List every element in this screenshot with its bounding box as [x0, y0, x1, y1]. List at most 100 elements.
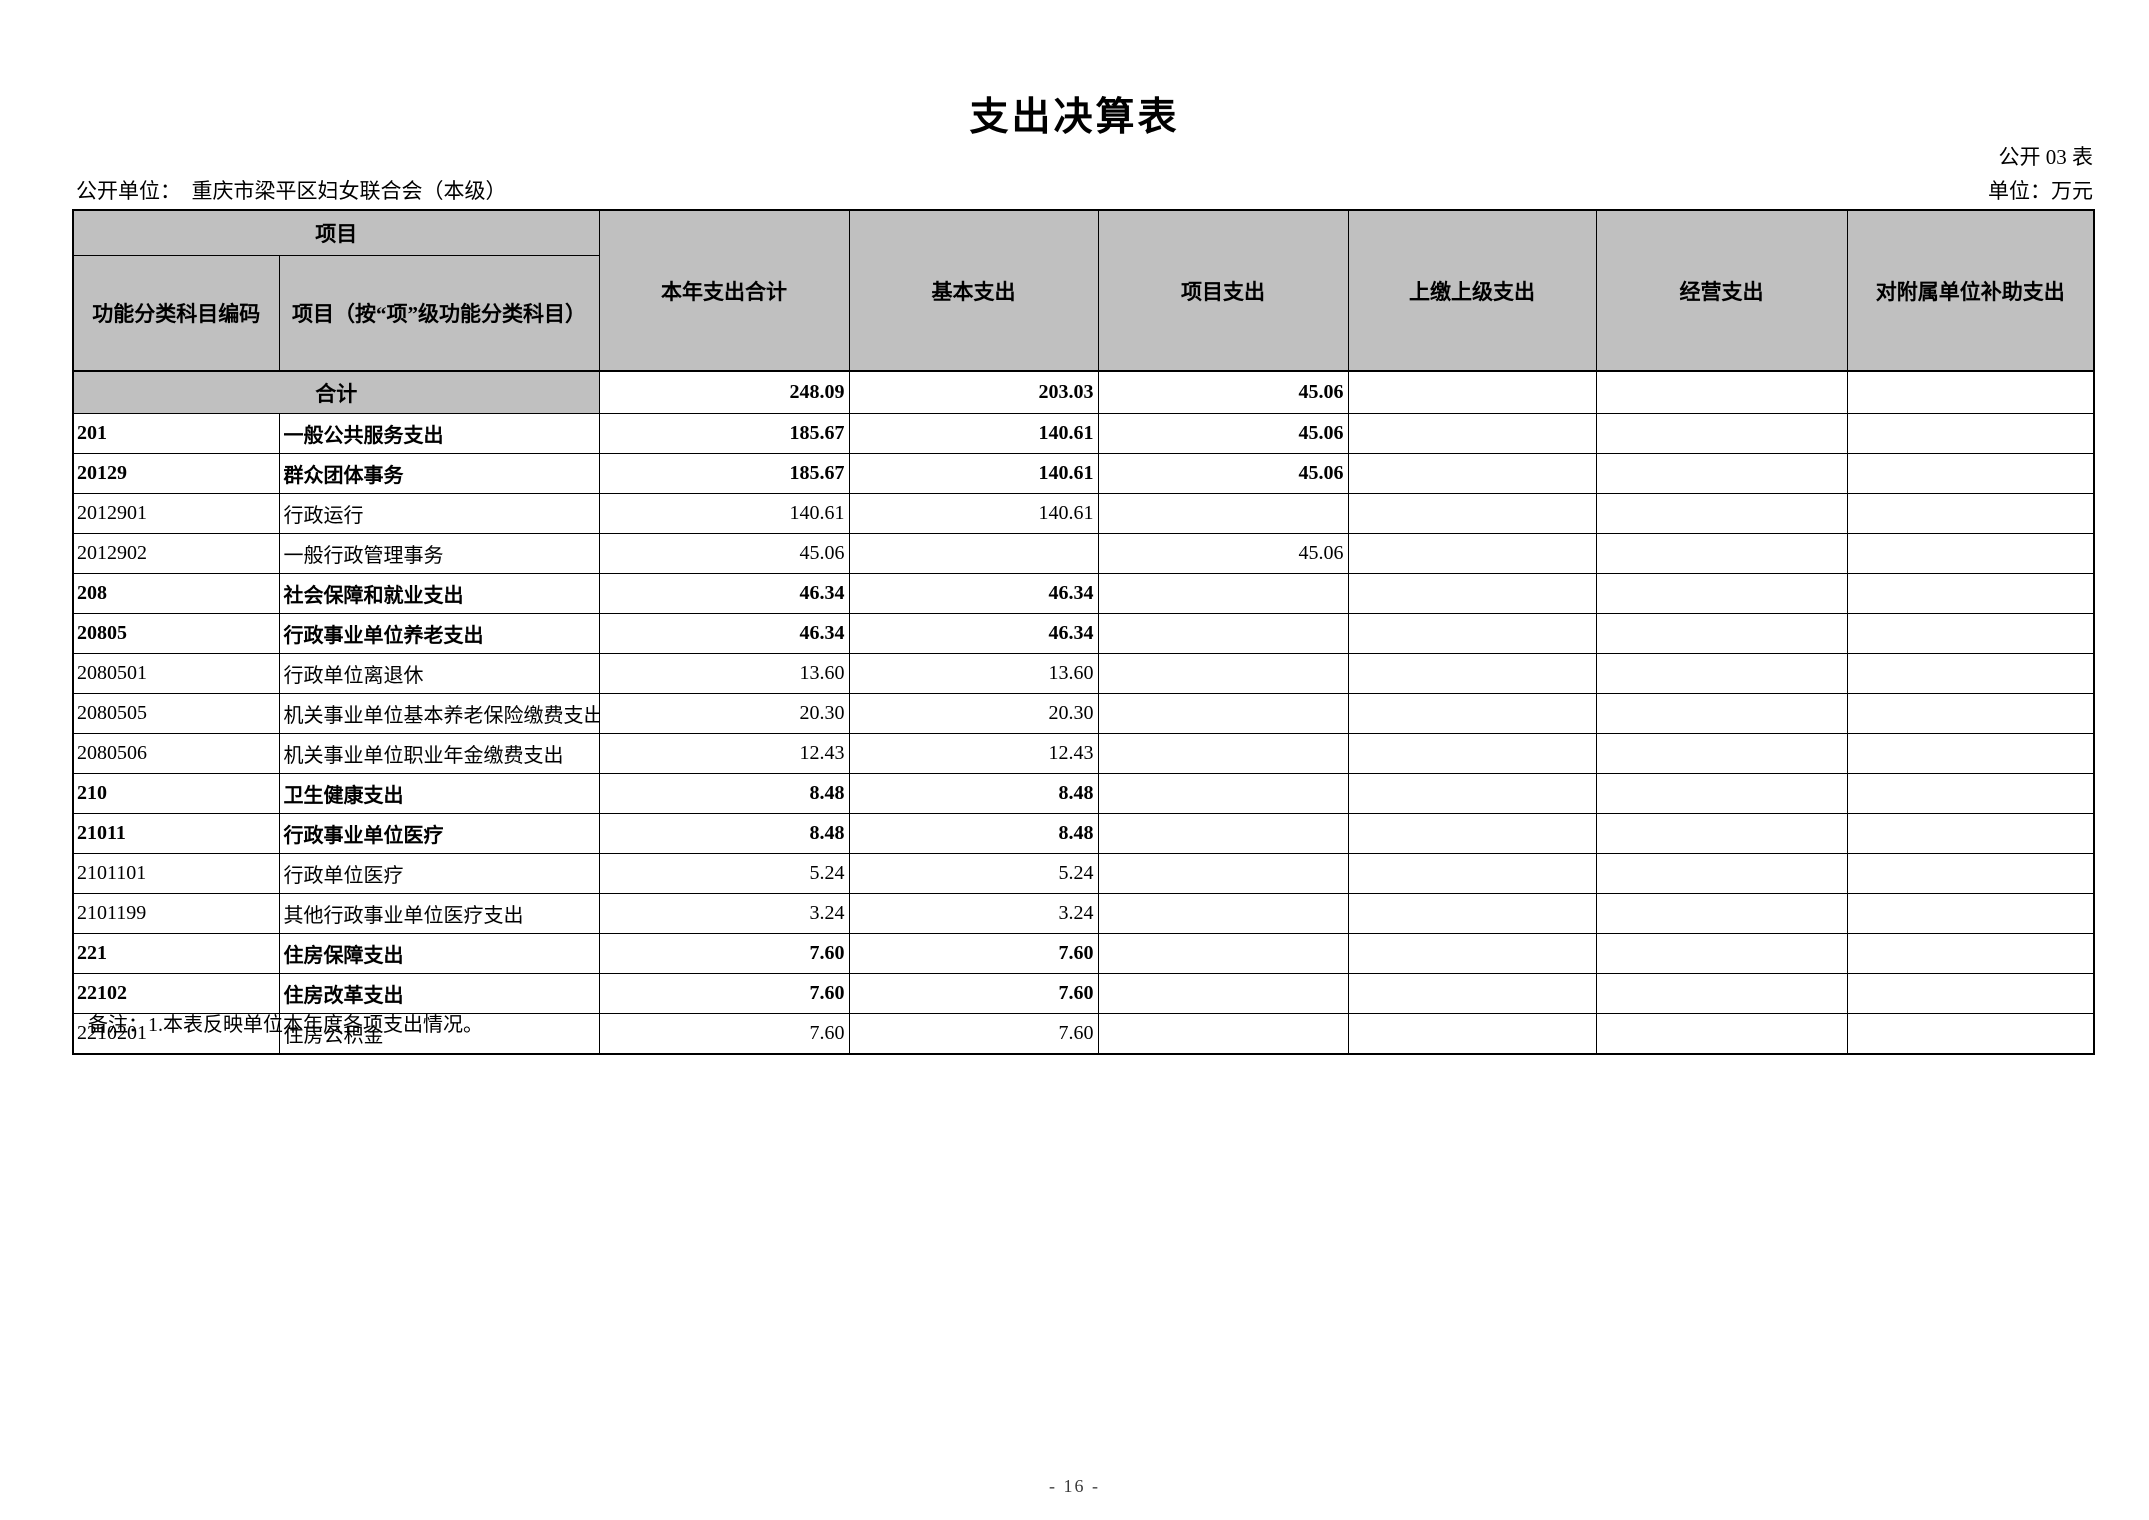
value-operating	[1595, 973, 1848, 1014]
row-name: 住房保障支出	[278, 933, 600, 974]
row-code: 2080506	[72, 733, 280, 774]
table-row: 2080505 机关事业单位基本养老保险缴费支出 20.30 20.30	[72, 693, 2095, 734]
value-subsidy	[1846, 933, 2095, 974]
header-item-name: 项目（按“项”级功能分类科目）	[278, 255, 600, 372]
table-row: 210 卫生健康支出 8.48 8.48	[72, 773, 2095, 814]
value-year-total: 46.34	[598, 573, 850, 614]
row-name: 住房改革支出	[278, 973, 600, 1014]
table-row: 221 住房保障支出 7.60 7.60	[72, 933, 2095, 974]
value-subsidy	[1846, 813, 2095, 854]
value-operating	[1595, 653, 1848, 694]
table-row: 2210201 住房公积金 7.60 7.60	[72, 1013, 2095, 1055]
expenditure-table: 项目 本年支出合计 基本支出 项目支出 上缴上级支出 经营支出 对附属单位补助支…	[72, 209, 2095, 1055]
page-number: - 16 -	[1049, 1476, 1100, 1496]
value-subsidy	[1846, 773, 2095, 814]
value-project: 45.06	[1097, 413, 1349, 454]
value-operating	[1595, 893, 1848, 934]
value-subsidy	[1846, 973, 2095, 1014]
table-row: 2101101 行政单位医疗 5.24 5.24	[72, 853, 2095, 894]
value-project	[1097, 573, 1349, 614]
value-upper	[1347, 613, 1597, 654]
table-body: 合计 248.09 203.03 45.06 201 一般公共服务支出 185.67…	[72, 370, 2095, 1055]
value-basic: 5.24	[848, 853, 1099, 894]
value-basic: 8.48	[848, 813, 1099, 854]
value-project: 45.06	[1097, 453, 1349, 494]
row-code: 2012901	[72, 493, 280, 534]
value-basic: 46.34	[848, 613, 1099, 654]
row-name: 一般公共服务支出	[278, 413, 600, 454]
value-upper	[1347, 893, 1597, 934]
value-upper	[1347, 533, 1597, 574]
value-subsidy	[1846, 453, 2095, 494]
value-project	[1097, 733, 1349, 774]
row-code: 20129	[72, 453, 280, 494]
value-project	[1097, 613, 1349, 654]
value-subsidy	[1846, 493, 2095, 534]
value-upper	[1347, 693, 1597, 734]
value-basic: 3.24	[848, 893, 1099, 934]
value-subsidy	[1846, 1013, 2095, 1055]
value-year-total: 185.67	[598, 413, 850, 454]
value-upper	[1347, 453, 1597, 494]
value-year-total: 46.34	[598, 613, 850, 654]
table-row: 2012901 行政运行 140.61 140.61	[72, 493, 2095, 534]
value-basic: 7.60	[848, 973, 1099, 1014]
row-code: 22102	[72, 973, 280, 1014]
value-operating	[1595, 413, 1848, 454]
row-name: 机关事业单位职业年金缴费支出	[278, 733, 600, 774]
value-project	[1097, 1013, 1349, 1055]
value-basic	[848, 533, 1099, 574]
table-code-label: 公开 03 表	[1998, 145, 2094, 169]
total-value-upper	[1347, 370, 1597, 414]
row-code: 2101101	[72, 853, 280, 894]
value-subsidy	[1846, 853, 2095, 894]
value-basic: 7.60	[848, 1013, 1099, 1055]
value-subsidy	[1846, 613, 2095, 654]
value-basic: 20.30	[848, 693, 1099, 734]
value-basic: 12.43	[848, 733, 1099, 774]
header-year-total: 本年支出合计	[598, 209, 850, 372]
value-year-total: 7.60	[598, 933, 850, 974]
row-code: 208	[72, 573, 280, 614]
value-year-total: 5.24	[598, 853, 850, 894]
value-year-total: 7.60	[598, 973, 850, 1014]
value-project	[1097, 933, 1349, 974]
value-year-total: 8.48	[598, 813, 850, 854]
row-name: 一般行政管理事务	[278, 533, 600, 574]
value-project	[1097, 813, 1349, 854]
value-operating	[1595, 693, 1848, 734]
publish-unit-line: 公开单位： 重庆市梁平区妇女联合会（本级）	[76, 179, 507, 203]
value-upper	[1347, 973, 1597, 1014]
row-code: 210	[72, 773, 280, 814]
value-operating	[1595, 813, 1848, 854]
row-code: 2080505	[72, 693, 280, 734]
table-row: 201 一般公共服务支出 185.67 140.61 45.06	[72, 413, 2095, 454]
table-row: 208 社会保障和就业支出 46.34 46.34	[72, 573, 2095, 614]
value-project	[1097, 853, 1349, 894]
footer-note: 备注：1.本表反映单位本年度各项支出情况。	[88, 1014, 483, 1036]
value-operating	[1595, 853, 1848, 894]
value-upper	[1347, 573, 1597, 614]
value-project	[1097, 973, 1349, 1014]
row-name: 行政单位离退休	[278, 653, 600, 694]
row-name: 社会保障和就业支出	[278, 573, 600, 614]
total-value-year-total: 248.09	[598, 370, 850, 414]
value-project	[1097, 653, 1349, 694]
row-name: 行政事业单位医疗	[278, 813, 600, 854]
value-year-total: 13.60	[598, 653, 850, 694]
row-code: 2101199	[72, 893, 280, 934]
row-name: 行政事业单位养老支出	[278, 613, 600, 654]
value-year-total: 20.30	[598, 693, 850, 734]
value-year-total: 185.67	[598, 453, 850, 494]
value-upper	[1347, 853, 1597, 894]
total-value-project: 45.06	[1097, 370, 1349, 414]
table-row: 2012902 一般行政管理事务 45.06 45.06	[72, 533, 2095, 574]
value-basic: 7.60	[848, 933, 1099, 974]
table-row: 2101199 其他行政事业单位医疗支出 3.24 3.24	[72, 893, 2095, 934]
row-name: 群众团体事务	[278, 453, 600, 494]
value-upper	[1347, 413, 1597, 454]
value-operating	[1595, 493, 1848, 534]
value-year-total: 45.06	[598, 533, 850, 574]
header-operating: 经营支出	[1595, 209, 1848, 372]
row-code: 2012902	[72, 533, 280, 574]
